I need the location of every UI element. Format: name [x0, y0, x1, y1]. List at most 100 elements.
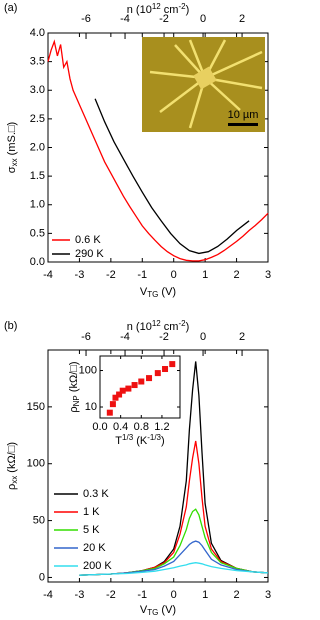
x-tick-label: 1.2 [154, 421, 169, 433]
x-tick-label: -2 [106, 589, 116, 601]
y-axis-title-part: xx [10, 476, 19, 484]
legend-label: 290 K [75, 248, 104, 260]
y-axis-title-part: (kΩ/□) [68, 361, 80, 395]
x-axis-title-part: T [115, 435, 122, 447]
legend-label: 200 K [83, 560, 112, 572]
inset-background [100, 356, 180, 418]
y-tick-label: 2.0 [30, 141, 45, 153]
legend-label: 20 K [83, 542, 106, 554]
x-tick-label: 3 [265, 589, 271, 601]
x-tick-label: -3 [75, 589, 85, 601]
photo-device [193, 66, 217, 90]
data-point [162, 366, 169, 373]
y-axis-title-part: xx [10, 158, 19, 166]
x-axis-title-part: -1/3 [147, 433, 161, 442]
legend-label: 5 K [83, 524, 100, 536]
data-point [112, 394, 119, 401]
x-tick-label: 0.8 [134, 421, 149, 433]
x-tick-label: 2 [234, 589, 240, 601]
x2-tick-label: 0 [200, 331, 206, 343]
series-line [79, 562, 269, 576]
x-axis-title-part: (V) [158, 604, 176, 616]
y-tick-label: 4.0 [30, 27, 45, 39]
y-tick-label: 3.0 [30, 84, 45, 96]
series-line [47, 39, 269, 262]
x2-tick-label: -4 [120, 331, 130, 343]
x-tick-label: -4 [43, 589, 53, 601]
x-tick-label: -1 [137, 589, 147, 601]
x2-axis-title: n (1012 cm-2) [127, 2, 190, 16]
data-point [119, 387, 126, 394]
x-axis-title-part: ) [161, 435, 165, 447]
x2-tick-label: 0 [200, 13, 206, 25]
x-tick-label: -2 [106, 269, 116, 281]
y-tick-label: 1.5 [30, 170, 45, 182]
x-tick-label: 0 [171, 589, 177, 601]
x2-tick-label: -4 [120, 13, 130, 25]
x-tick-label: -1 [137, 269, 147, 281]
x2-axis-title-part: 12 [152, 2, 161, 11]
x-tick-label: 3 [265, 269, 271, 281]
x2-axis-title-part: cm [161, 4, 179, 16]
data-point [131, 382, 138, 389]
x2-axis-title-part: cm [161, 321, 179, 333]
x2-axis-title-part: -2 [178, 319, 186, 328]
y-tick-label: 0 [39, 571, 45, 583]
y-axis-title: ρxx (kΩ/□) [6, 442, 19, 490]
x2-axis-title-part: ) [186, 321, 190, 333]
x-axis-title: T1/3 (K-1/3) [115, 433, 164, 447]
x-tick-label: -4 [43, 269, 53, 281]
x2-tick-label: -6 [81, 13, 91, 25]
x-tick-label: 0.4 [113, 421, 128, 433]
plot-frame [47, 32, 269, 263]
y-tick-label: 50 [33, 514, 45, 526]
legend-label: 0.3 K [83, 488, 109, 500]
data-point [106, 409, 113, 416]
x-axis-title-part: 1/3 [122, 433, 134, 442]
figure: -4 -3 -2 -1 0 1 2 30.00.51.01.52.02.53.03.54.0-… [4, 2, 271, 617]
x2-axis-title-part: -2 [178, 2, 186, 11]
x-tick-label: -3 [75, 269, 85, 281]
x2-tick-label: 2 [239, 13, 245, 25]
panel-label: (a) [4, 2, 17, 14]
data-point [138, 378, 145, 385]
y-axis-title-part: σ [6, 166, 18, 173]
plot-frame [99, 355, 181, 419]
data-point [146, 375, 153, 382]
y-tick-label: 100 [27, 458, 45, 470]
scale-bar [228, 123, 258, 126]
x-axis-title-part: (K [133, 435, 148, 447]
data-point [116, 391, 123, 398]
data-point [125, 385, 132, 392]
x-tick-label: 1 [202, 269, 208, 281]
y-axis-title: σxx (mS.□) [6, 122, 19, 173]
panel-label: (b) [4, 320, 17, 332]
legend-label: 1 K [83, 506, 100, 518]
y-axis-title-part: (mS.□) [6, 122, 18, 159]
y-axis-title-part: (kΩ/□) [6, 442, 18, 476]
x2-axis-title-part: n (10 [127, 321, 152, 333]
series-line [79, 540, 269, 576]
y-tick-label: 150 [27, 401, 45, 413]
x-axis-title-part: TG [147, 290, 158, 299]
x2-tick-label: -2 [159, 331, 169, 343]
x-axis-title: VTG (V) [140, 604, 176, 617]
x2-axis-title: n (1012 cm-2) [127, 319, 190, 333]
series-line [79, 440, 269, 576]
plot-frame [47, 349, 269, 583]
x2-tick-label: -6 [81, 331, 91, 343]
x2-tick-label: 2 [239, 331, 245, 343]
x-axis-title: VTG (V) [140, 286, 176, 299]
x2-tick-label: -2 [159, 13, 169, 25]
y-axis-title: ρNP (kΩ/□) [68, 361, 81, 412]
y-axis-title-part: ρ [6, 484, 18, 490]
series-line [94, 98, 250, 255]
y-tick-label: 3.5 [30, 56, 45, 68]
x-tick-label: 0.0 [92, 421, 107, 433]
y-tick-label: 100 [79, 364, 97, 376]
x2-axis-title-part: n (10 [127, 4, 152, 16]
y-tick-label: 0.0 [30, 256, 45, 268]
x-tick-label: 1 [202, 589, 208, 601]
x-tick-label: 0 [171, 269, 177, 281]
x2-axis-title-part: 12 [152, 319, 161, 328]
